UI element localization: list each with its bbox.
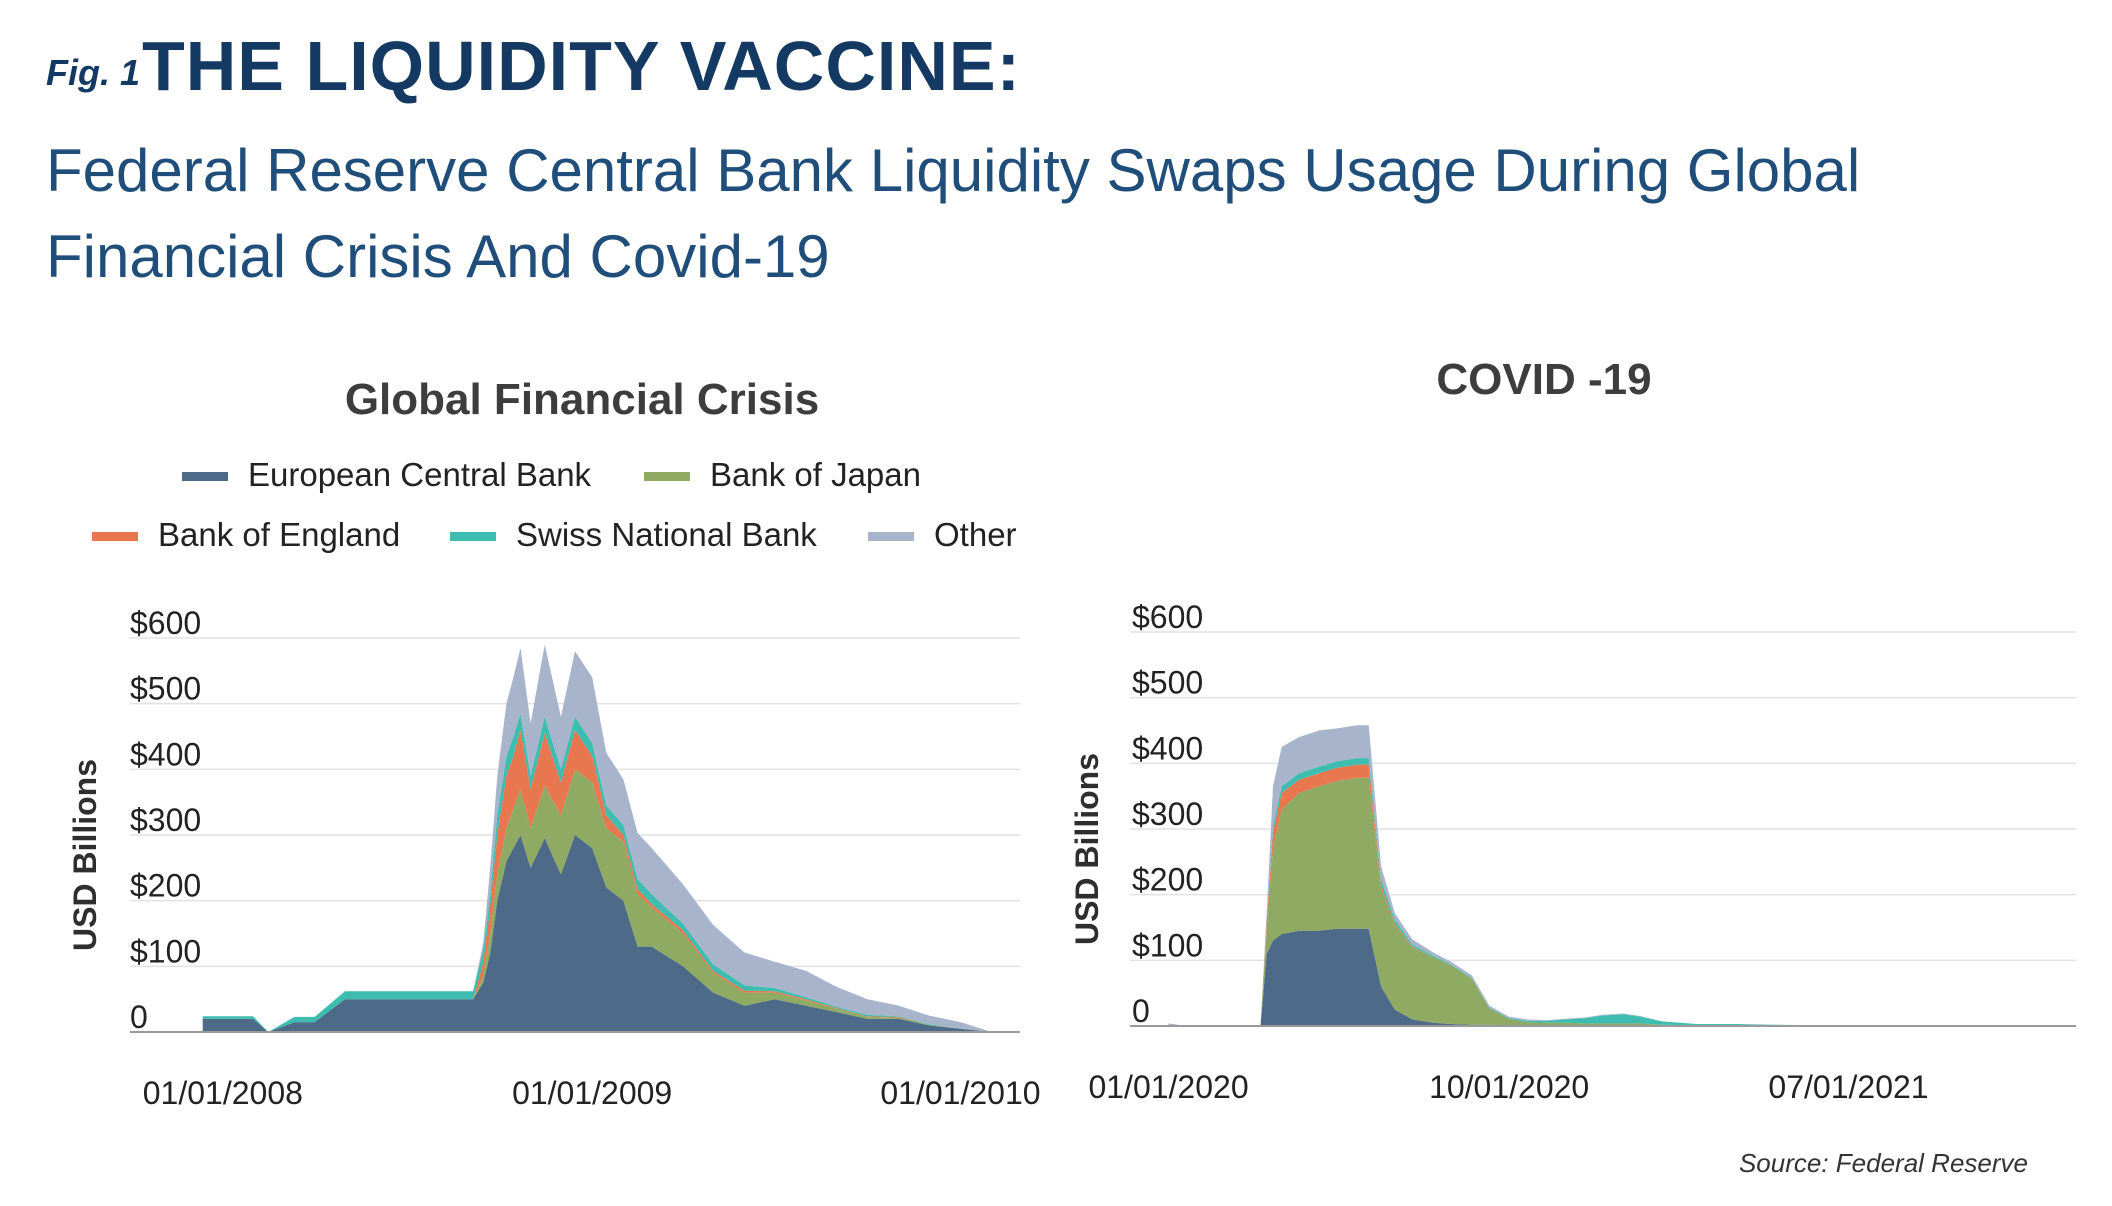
legend-item-boj: Bank of Japan (644, 456, 921, 493)
covid-chart: 0 $100 $200 $300 $400 $500 $600 USD Billions 01/… (1069, 599, 2076, 1105)
x-tick-label: 07/01/2021 (1768, 1069, 1928, 1105)
y-axis-title: USD Billions (1069, 753, 1105, 945)
figure-number: Fig. 1 (46, 52, 141, 93)
x-tick-label: 01/01/2009 (512, 1075, 672, 1111)
y-tick-label: $100 (1132, 927, 1203, 963)
y-tick-label: $400 (1132, 730, 1203, 766)
y-tick-label: 0 (130, 999, 148, 1035)
y-tick-label: $600 (130, 605, 201, 641)
y-tick-label: $200 (130, 868, 201, 904)
x-tick-label: 01/01/2020 (1088, 1069, 1248, 1105)
area-bank-of-japan (202, 769, 992, 1032)
figure-title: THE LIQUIDITY VACCINE: (142, 27, 1021, 105)
y-tick-label: $300 (130, 802, 201, 838)
legend-item-other: Other (868, 516, 1017, 553)
area-bank-of-england (202, 729, 992, 1032)
legend-label-snb: Swiss National Bank (516, 516, 817, 553)
y-tick-label: 0 (1132, 993, 1150, 1029)
y-tick-label: $500 (1132, 665, 1203, 701)
y-tick-label: $300 (1132, 796, 1203, 832)
y-axis-title: USD Billions (67, 759, 103, 951)
y-tick-label: $100 (130, 933, 201, 969)
y-tick-label: $500 (130, 671, 201, 707)
source-note: Source: Federal Reserve (1738, 1148, 2028, 1178)
legend-item-snb: Swiss National Bank (450, 516, 817, 553)
y-tick-label: $200 (1132, 862, 1203, 898)
area-european-central-bank (1168, 928, 2039, 1026)
gfc-chart-title: Global Financial Crisis (345, 375, 819, 424)
legend-swatch-boj (644, 472, 690, 481)
x-tick-label: 01/01/2008 (143, 1075, 303, 1111)
legend-swatch-boe (92, 532, 138, 541)
area-bank-of-japan (1168, 777, 2039, 1026)
legend-item-boe: Bank of England (92, 516, 400, 553)
x-tick-label: 01/01/2010 (880, 1075, 1040, 1111)
area-european-central-bank (202, 835, 992, 1032)
y-tick-label: $400 (130, 736, 201, 772)
legend: European Central Bank Bank of Japan Bank… (92, 456, 1017, 553)
x-tick-label: 10/01/2020 (1429, 1069, 1589, 1105)
area-other (202, 644, 992, 1032)
legend-swatch-ecb (182, 472, 228, 481)
legend-swatch-other (868, 532, 914, 541)
legend-label-boj: Bank of Japan (710, 456, 921, 493)
covid-chart-title: COVID -19 (1436, 355, 1651, 404)
legend-label-other: Other (934, 516, 1017, 553)
legend-item-ecb: European Central Bank (182, 456, 592, 493)
legend-swatch-snb (450, 532, 496, 541)
legend-label-boe: Bank of England (158, 516, 400, 553)
gfc-chart: 0 $100 $200 $300 $400 $500 $600 USD Billions 01/… (67, 605, 1041, 1111)
figure-subtitle: Federal Reserve Central Bank Liquidity S… (46, 137, 1861, 290)
legend-label-ecb: European Central Bank (248, 456, 592, 493)
y-tick-label: $600 (1132, 599, 1203, 635)
